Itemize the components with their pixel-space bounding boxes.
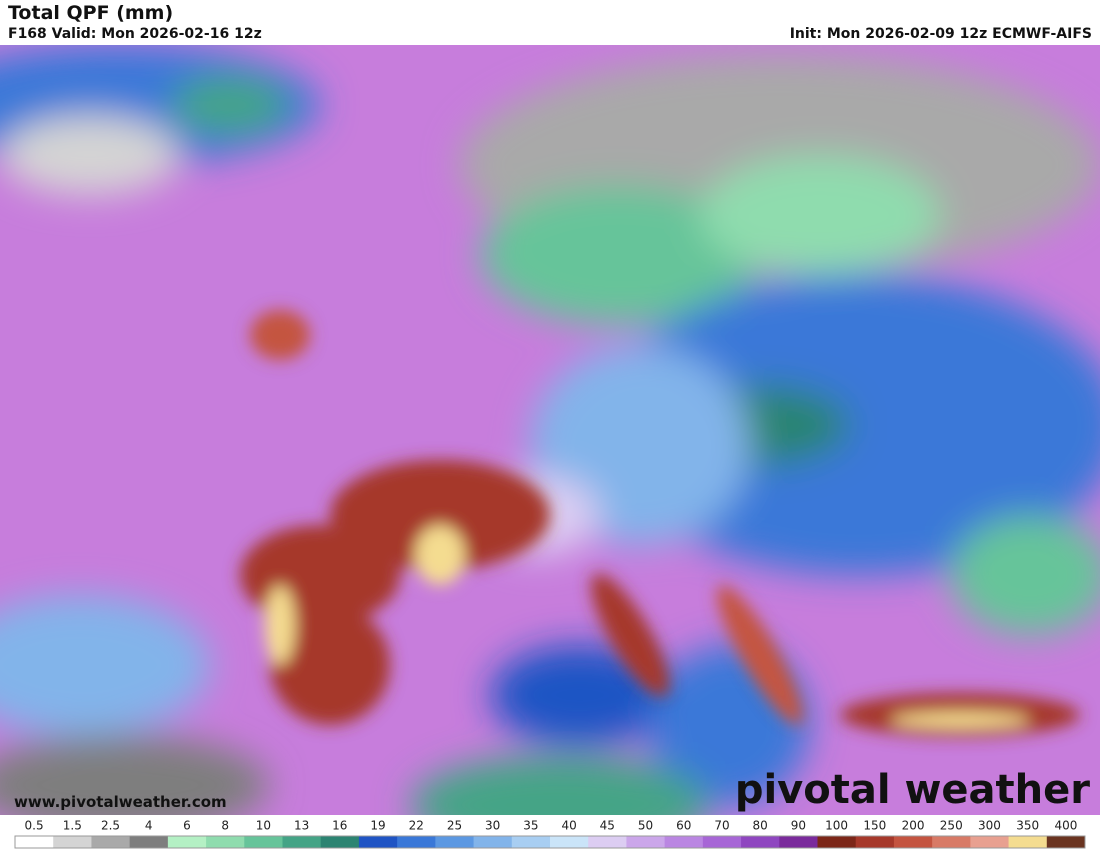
colorbar-label: 0.5	[25, 819, 44, 833]
colorbar-swatch	[1046, 836, 1086, 848]
colorbar-swatch	[893, 836, 933, 848]
init-time: Init: Mon 2026-02-09 12z ECMWF-AIFS	[789, 26, 1092, 42]
colorbar-swatch	[817, 836, 857, 848]
precip-map: www.pivotalweather.com pivotal weather	[0, 45, 1100, 815]
colorbar-label: 350	[1016, 819, 1039, 833]
colorbar-label: 2.5	[101, 819, 120, 833]
logo: pivotal weather	[735, 767, 1090, 813]
colorbar-label: 80	[753, 819, 768, 833]
colorbar-label: 13	[294, 819, 309, 833]
colorbar-swatch	[702, 836, 742, 848]
colorbar-label: 40	[561, 819, 576, 833]
precip-field	[0, 45, 1100, 815]
colorbar-label: 22	[409, 819, 424, 833]
colorbar-swatch	[282, 836, 322, 848]
colorbar-swatch	[206, 836, 245, 848]
colorbar-label: 10	[256, 819, 271, 833]
colorbar-swatch	[779, 836, 818, 848]
website: www.pivotalweather.com	[14, 793, 227, 811]
colorbar-swatch	[15, 836, 54, 848]
colorbar-label: 25	[447, 819, 462, 833]
colorbar-swatch	[397, 836, 436, 848]
colorbar-swatch	[244, 836, 283, 848]
colorbar: 0.5 1.5 2.5 4 6 8 10 13 16 19 22 25 30 35 40 45 50 60 70 80…	[14, 819, 1086, 849]
colorbar-swatch	[511, 836, 551, 848]
colorbar-swatch	[1008, 836, 1048, 848]
heavy-precip	[240, 310, 1080, 737]
colorbar-label: 90	[791, 819, 806, 833]
colorbar-swatch	[435, 836, 475, 848]
colorbar-label: 16	[332, 819, 347, 833]
map-title: Total QPF (mm)	[8, 2, 174, 24]
colorbar-label: 35	[523, 819, 538, 833]
colorbar-label: 30	[485, 819, 500, 833]
colorbar-label: 70	[714, 819, 729, 833]
colorbar-label: 50	[638, 819, 653, 833]
colorbar-swatch	[167, 836, 207, 848]
colorbar-swatch	[664, 836, 704, 848]
colorbar-swatch	[358, 836, 398, 848]
colorbar-label: 60	[676, 819, 691, 833]
valid-time: F168 Valid: Mon 2026-02-16 12z	[8, 26, 262, 42]
colorbar-swatch	[550, 836, 589, 848]
colorbar-label: 6	[183, 819, 191, 833]
colorbar-label: 400	[1054, 819, 1077, 833]
colorbar-swatch	[970, 836, 1010, 848]
colorbar-swatch	[320, 836, 360, 848]
colorbar-swatch	[53, 836, 92, 848]
colorbar-swatch	[129, 836, 169, 848]
colorbar-border	[14, 835, 1086, 849]
colorbar-swatch	[741, 836, 780, 848]
colorbar-swatch	[932, 836, 971, 848]
colorbar-label: 150	[863, 819, 886, 833]
colorbar-swatch	[855, 836, 895, 848]
colorbar-swatch	[588, 836, 627, 848]
colorbar-swatch	[473, 836, 513, 848]
colorbar-label: 250	[940, 819, 963, 833]
colorbar-label: 8	[221, 819, 229, 833]
colorbar-label: 19	[370, 819, 385, 833]
colorbar-label: 300	[978, 819, 1001, 833]
colorbar-swatch	[626, 836, 666, 848]
colorbar-label: 200	[902, 819, 925, 833]
colorbar-label: 100	[825, 819, 848, 833]
colorbar-swatch	[91, 836, 131, 848]
colorbar-label: 4	[145, 819, 153, 833]
colorbar-label: 1.5	[63, 819, 82, 833]
colorbar-label: 45	[600, 819, 615, 833]
